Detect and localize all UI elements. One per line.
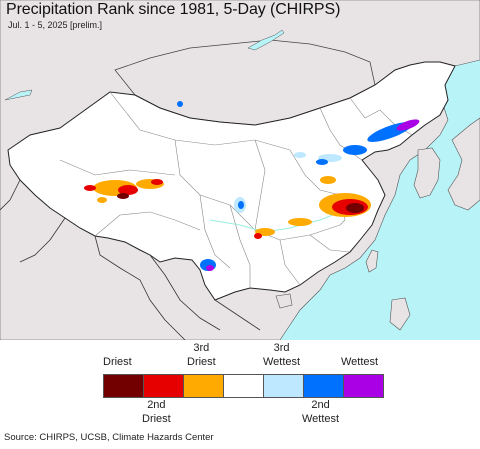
china-land [7, 61, 456, 301]
province-borders [59, 91, 413, 288]
map-panel [0, 0, 480, 340]
legend-label-driest: Driest [103, 356, 132, 368]
legend-label-2nd-driest: 2nd Driest [142, 399, 171, 425]
legend-swatch-3rd-wettest [264, 375, 304, 397]
map-title: Precipitation Rank since 1981, 5-Day (CH… [6, 1, 341, 18]
lake-baikal [247, 29, 285, 51]
rank-wet-north [294, 119, 420, 165]
land-philippines [389, 297, 411, 331]
legend-color-bar [103, 374, 384, 398]
legend-swatch-3rd-driest [184, 375, 224, 397]
legend-swatch-normal [224, 375, 264, 397]
land-hainan [275, 293, 293, 309]
rank-wet-south [177, 101, 246, 271]
legend-swatch-driest [104, 375, 144, 397]
precipitation-map [0, 0, 480, 340]
legend-swatch-2nd-driest [144, 375, 184, 397]
map-subtitle: Jul. 1 - 5, 2025 [prelim.] [8, 20, 103, 30]
country-borders [0, 179, 261, 340]
legend-label-3rd-driest: 3rd Driest [187, 342, 216, 368]
legend-swatch-2nd-wettest [304, 375, 344, 397]
legend-swatch-wettest [344, 375, 383, 397]
rank-dry-tibet [84, 179, 164, 203]
land-taiwan [365, 249, 379, 273]
legend-label-2nd-wettest: 2nd Wettest [302, 399, 340, 425]
rank-dry-east [254, 176, 371, 239]
lake-balkhash [4, 89, 33, 101]
legend-label-wettest: Wettest [341, 356, 379, 368]
land-japan [447, 117, 480, 211]
source-credit: Source: CHIRPS, UCSB, Climate Hazards Ce… [4, 432, 214, 443]
legend-label-3rd-wettest: 3rd Wettest [263, 342, 301, 368]
land-korea [413, 147, 441, 199]
